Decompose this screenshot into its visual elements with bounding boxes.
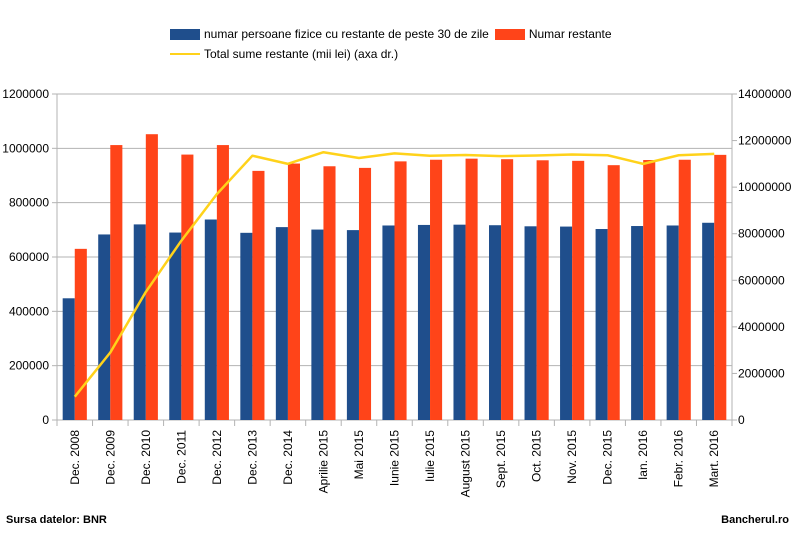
legend-item-line: Total sume restante (mii lei) (axa dr.)	[170, 47, 398, 61]
bar-persoane	[134, 224, 146, 420]
bar-persoane	[276, 227, 288, 420]
bar-persoane	[489, 225, 501, 420]
bar-restante	[501, 159, 513, 420]
bar-persoane	[453, 225, 465, 420]
bar-restante	[252, 171, 264, 420]
x-tick-label: Dec. 2014	[281, 430, 295, 485]
x-tick-label: Dec. 2009	[103, 430, 117, 485]
y-right-tick-label: 14000000	[738, 87, 792, 101]
legend: numar persoane fizice cu restante de pes…	[170, 24, 618, 64]
x-tick-label: Aprilie 2015	[316, 430, 330, 494]
y-right-tick-label: 2000000	[738, 366, 785, 380]
legend-label-bar1: numar persoane fizice cu restante de pes…	[204, 27, 489, 41]
bar-restante	[430, 160, 442, 420]
bar-persoane	[631, 226, 643, 420]
bar-restante	[466, 159, 478, 420]
bar-restante	[714, 155, 726, 420]
bar-restante	[608, 165, 620, 420]
legend-swatch-bar2	[495, 29, 525, 40]
bar-persoane	[169, 233, 181, 420]
bar-restante	[110, 145, 122, 420]
x-tick-label: Dec. 2011	[174, 430, 188, 484]
x-tick-label: Febr. 2016	[672, 430, 686, 488]
y-left-tick-label: 0	[42, 413, 49, 427]
bar-persoane	[702, 223, 714, 420]
y-right-tick-label: 0	[738, 413, 745, 427]
legend-item-bar1: numar persoane fizice cu restante de pes…	[170, 27, 489, 41]
bar-restante	[572, 161, 584, 420]
legend-swatch-line	[170, 53, 200, 55]
bar-persoane	[418, 225, 430, 420]
y-left-tick-label: 400000	[9, 304, 49, 318]
x-tick-label: Dec. 2013	[245, 430, 259, 485]
y-left-tick-label: 1200000	[2, 87, 49, 101]
y-right-tick-label: 12000000	[738, 134, 792, 148]
y-left-tick-label: 200000	[9, 359, 49, 373]
bar-persoane	[596, 229, 608, 420]
x-tick-label: Dec. 2012	[210, 430, 224, 485]
bar-restante	[679, 160, 691, 420]
bar-persoane	[63, 298, 75, 420]
brand-label: Bancherul.ro	[721, 514, 789, 526]
x-tick-label: Oct. 2015	[530, 430, 544, 482]
bar-persoane	[311, 230, 323, 420]
y-left-tick-label: 600000	[9, 250, 49, 264]
bar-persoane	[347, 230, 359, 420]
bar-restante	[323, 166, 335, 420]
y-left-tick-label: 1000000	[2, 141, 49, 155]
bar-restante	[288, 164, 300, 420]
y-right-tick-label: 8000000	[738, 227, 785, 241]
bar-restante	[359, 168, 371, 420]
bar-restante	[643, 160, 655, 420]
source-note: Sursa datelor: BNR	[6, 514, 107, 526]
x-tick-label: Dec. 2008	[68, 430, 82, 485]
legend-item-bar2: Numar restante	[495, 27, 612, 41]
bar-persoane	[205, 220, 217, 420]
legend-label-line: Total sume restante (mii lei) (axa dr.)	[204, 47, 398, 61]
bar-restante	[181, 155, 193, 420]
y-right-tick-label: 6000000	[738, 273, 785, 287]
x-tick-label: Iunie 2015	[388, 430, 402, 486]
x-tick-label: Dec. 2010	[139, 430, 153, 485]
bar-persoane	[560, 227, 572, 420]
x-tick-label: Sept. 2015	[494, 430, 508, 488]
bar-persoane	[525, 226, 537, 420]
bar-persoane	[240, 233, 252, 420]
x-tick-label: Iulie 2015	[423, 430, 437, 482]
bar-persoane	[98, 234, 110, 420]
bar-restante	[537, 160, 549, 420]
x-tick-label: August 2015	[459, 430, 473, 498]
legend-swatch-bar1	[170, 29, 200, 40]
y-left-tick-label: 800000	[9, 196, 49, 210]
bar-restante	[395, 161, 407, 420]
bar-persoane	[382, 225, 394, 420]
x-tick-label: Mart. 2016	[707, 430, 721, 488]
x-tick-label: Mai 2015	[352, 430, 366, 480]
x-tick-label: Ian. 2016	[636, 430, 650, 480]
y-right-tick-label: 10000000	[738, 180, 792, 194]
legend-label-bar2: Numar restante	[529, 27, 612, 41]
bar-persoane	[667, 225, 679, 420]
x-tick-label: Nov. 2015	[565, 430, 579, 484]
x-tick-label: Dec. 2015	[601, 430, 615, 485]
y-right-tick-label: 4000000	[738, 320, 785, 334]
